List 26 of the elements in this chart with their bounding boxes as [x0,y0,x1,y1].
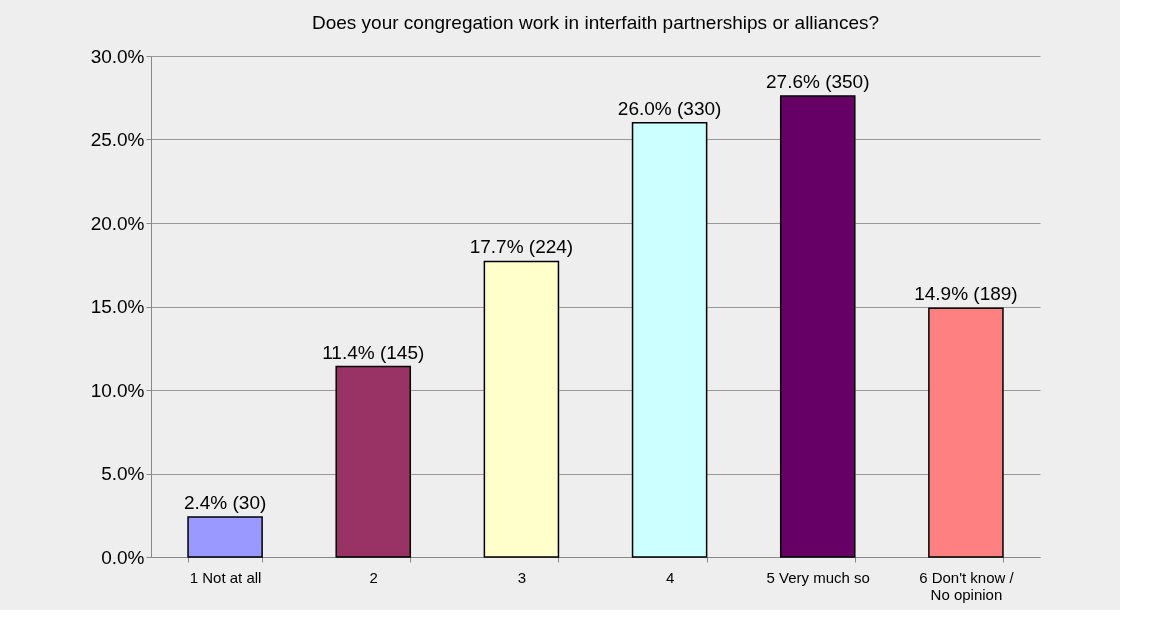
bar [483,260,560,558]
x-tick-label: 5 Very much so [766,568,870,586]
bar [631,122,708,558]
x-tick-label: 4 [665,568,675,586]
data-label: 17.7% (224) [469,236,574,258]
bar [187,516,263,558]
chart-title: Does your congregation work in interfaith partnerships or alliances? [311,12,880,33]
x-tick-label: 2 [369,568,378,586]
y-tick-label: 15.0% [90,296,145,317]
y-tick-label: 30.0% [90,45,145,67]
y-tick-label: 5.0% [101,463,145,484]
y-tick-label: 10.0% [90,379,145,401]
y-tick-label: 0.0% [101,546,145,568]
data-label: 26.0% (330) [617,97,722,119]
bar [335,365,412,558]
data-label: 2.4% (30) [183,491,267,513]
data-label: 11.4% (145) [322,341,425,363]
data-label: 14.9% (189) [914,283,1018,305]
y-tick-label: 25.0% [90,129,145,150]
y-tick-label: 20.0% [90,212,145,234]
x-tick-label: 1 Not at all [189,568,262,586]
x-tick-label: 3 [517,568,527,586]
x-tick-label: 6 Don't know / No opinion [919,568,1015,603]
bar [779,95,856,558]
data-label: 27.6% (350) [765,71,870,93]
bar [928,307,1004,558]
